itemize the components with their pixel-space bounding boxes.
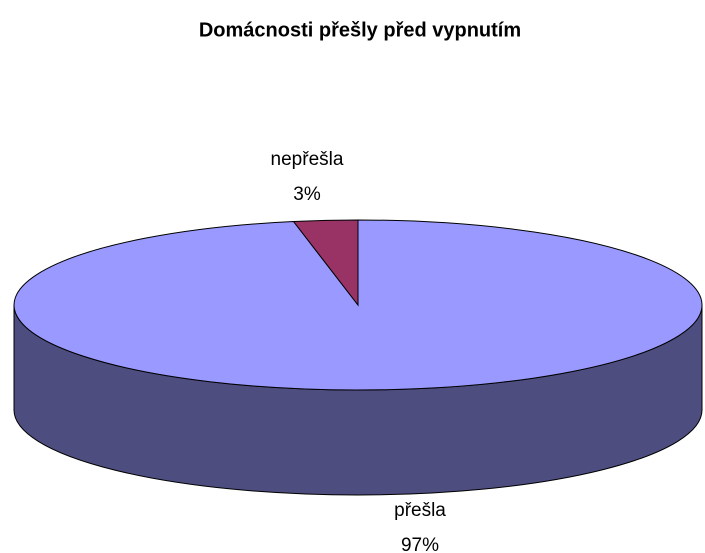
slice-label: nepřešla — [271, 149, 344, 170]
slice-label: přešla — [394, 500, 446, 521]
chart-title: Domácnosti přešly před vypnutím — [199, 19, 521, 41]
pie-slice — [292, 219, 359, 307]
slice-value-label: 3% — [293, 184, 321, 205]
slice-value-label: 97% — [401, 535, 439, 553]
